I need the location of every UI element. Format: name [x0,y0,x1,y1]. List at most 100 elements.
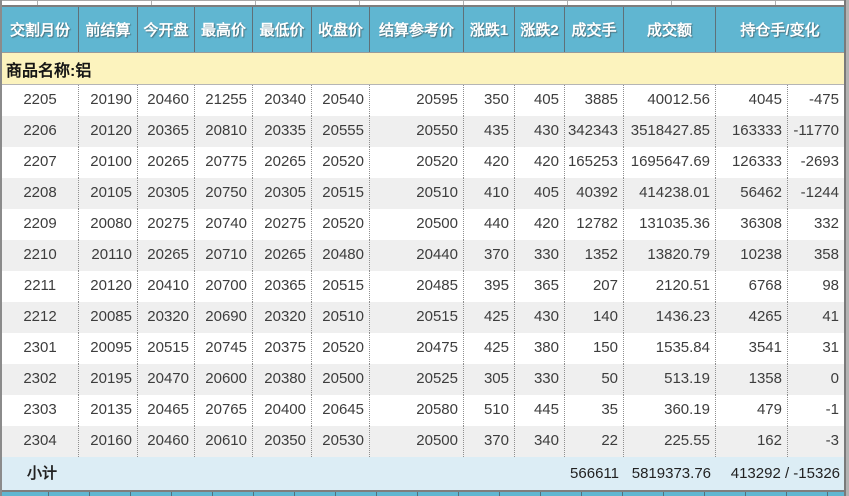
window-right-edge [846,0,849,496]
cell-open: 20460 [138,85,195,116]
cell-high: 20745 [195,333,253,364]
subtotal-label: 小计 [27,465,58,482]
cell-prev-settle: 20135 [79,395,138,426]
cell-volume: 40392 [565,178,624,209]
subtotal-volume: 566611 [570,465,619,482]
column-header-high[interactable]: 最高价 [195,7,253,52]
cell-low: 20365 [253,271,312,302]
table-row-2302[interactable]: 2302 20195 20470 20600 20380 20500 20525 305 330… [2,364,844,395]
cell-high: 20690 [195,302,253,333]
cell-oi-change: 332 [813,215,839,232]
cell-oi-change: -1 [825,401,839,418]
table-row-2301[interactable]: 2301 20095 20515 20745 20375 20520 20475 425 380… [2,333,844,364]
subtotal-turnover: 5819373.76 [631,465,711,482]
cell-prev-settle: 20080 [79,209,138,240]
table-row-2304[interactable]: 2304 20160 20460 20610 20350 20530 20500 370 340… [2,426,844,457]
cell-prev-settle: 20160 [79,426,138,457]
column-header-turnover[interactable]: 成交额 [624,7,716,52]
cell-oi-change: -11770 [793,122,839,139]
cell-open: 20305 [138,178,195,209]
cell-settle-ref: 20550 [370,116,464,147]
cell-change2: 330 [515,364,565,395]
cell-high: 20700 [195,271,253,302]
cell-high: 20775 [195,147,253,178]
table-row-2209[interactable]: 2209 20080 20275 20740 20275 20520 20500 440 420… [2,209,844,240]
cell-change2: 430 [515,302,565,333]
column-header-low[interactable]: 最低价 [253,7,312,52]
cell-open-interest: 163333 [716,116,788,147]
cell-volume: 342343 [565,116,624,147]
cell-low: 20380 [253,364,312,395]
cell-volume: 12782 [565,209,624,240]
cell-close: 20530 [312,426,370,457]
cell-open-interest: 4265 [716,302,788,333]
cell-change2: 340 [515,426,565,457]
cell-low: 20400 [253,395,312,426]
column-header-prev-settle[interactable]: 前结算 [79,7,138,52]
column-header-oi-and-change[interactable]: 持仓手/变化 [740,22,820,39]
cell-prev-settle: 20110 [79,240,138,271]
cell-open: 20460 [138,426,195,457]
cell-oi-change: -475 [808,91,839,108]
cell-change2: 365 [515,271,565,302]
column-header-close[interactable]: 收盘价 [312,7,370,52]
cell-delivery-month: 2303 [2,395,79,426]
cell-open-interest: 126333 [716,147,788,178]
table-row-2211[interactable]: 2211 20120 20410 20700 20365 20515 20485 395 365… [2,271,844,302]
table-row-2208[interactable]: 2208 20105 20305 20750 20305 20515 20510 410 405… [2,178,844,209]
cell-open: 20320 [138,302,195,333]
cell-close: 20480 [312,240,370,271]
cell-delivery-month: 2302 [2,364,79,395]
cell-oi-change: -3 [825,432,839,449]
table-row-2206[interactable]: 2206 20120 20365 20810 20335 20555 20550 435 430… [2,116,844,147]
cell-change1: 425 [464,302,515,333]
clipped-header-below [2,492,844,496]
cell-turnover: 1436.23 [624,302,716,333]
cell-high: 20610 [195,426,253,457]
column-header-open[interactable]: 今开盘 [138,7,195,52]
cell-volume: 165253 [565,147,624,178]
cell-change1: 425 [464,333,515,364]
cell-change2: 405 [515,178,565,209]
cell-change1: 510 [464,395,515,426]
table-row-2207[interactable]: 2207 20100 20265 20775 20265 20520 20520 420 420… [2,147,844,178]
cell-delivery-month: 2211 [2,271,79,302]
cell-volume: 35 [565,395,624,426]
cell-open-interest: 56462 [716,178,788,209]
cell-change2: 380 [515,333,565,364]
cell-low: 20265 [253,240,312,271]
table-row-2205[interactable]: 2205 20190 20460 21255 20340 20540 20595 350 405… [2,85,844,116]
table-row-2210[interactable]: 2210 20110 20265 20710 20265 20480 20440 370 330… [2,240,844,271]
cell-high: 20710 [195,240,253,271]
cell-change2: 445 [515,395,565,426]
cell-turnover: 414238.01 [624,178,716,209]
cell-oi-change: 31 [822,339,839,356]
cell-change1: 370 [464,426,515,457]
cell-change1: 395 [464,271,515,302]
cell-close: 20500 [312,364,370,395]
cell-settle-ref: 20475 [370,333,464,364]
header-row: 交割月份 前结算 今开盘 最高价 最低价 收盘价 结算参考价 涨跌1 涨跌2 成交手 成交额 持仓手/… [2,7,844,53]
cell-delivery-month: 2210 [2,240,79,271]
cell-low: 20340 [253,85,312,116]
cell-open: 20265 [138,147,195,178]
cell-close: 20510 [312,302,370,333]
column-header-change1[interactable]: 涨跌1 [464,7,515,52]
table-row-2303[interactable]: 2303 20135 20465 20765 20400 20645 20580 510 445… [2,395,844,426]
cell-close: 20645 [312,395,370,426]
column-header-volume[interactable]: 成交手 [565,7,624,52]
table-body: 2205 20190 20460 21255 20340 20540 20595 350 405… [2,85,844,457]
column-header-change2[interactable]: 涨跌2 [515,7,565,52]
cell-oi-change: 98 [822,277,839,294]
cell-change1: 410 [464,178,515,209]
cell-volume: 50 [565,364,624,395]
cell-low: 20305 [253,178,312,209]
column-header-settle-ref[interactable]: 结算参考价 [370,7,464,52]
column-header-delivery-month[interactable]: 交割月份 [2,7,79,52]
cell-open-interest: 6768 [716,271,788,302]
cell-oi-change: -1244 [800,184,839,201]
table-row-2212[interactable]: 2212 20085 20320 20690 20320 20510 20515 425 430… [2,302,844,333]
cell-change2: 330 [515,240,565,271]
subtotal-oi-change: 413292 / -15326 [730,465,840,482]
cell-change2: 405 [515,85,565,116]
